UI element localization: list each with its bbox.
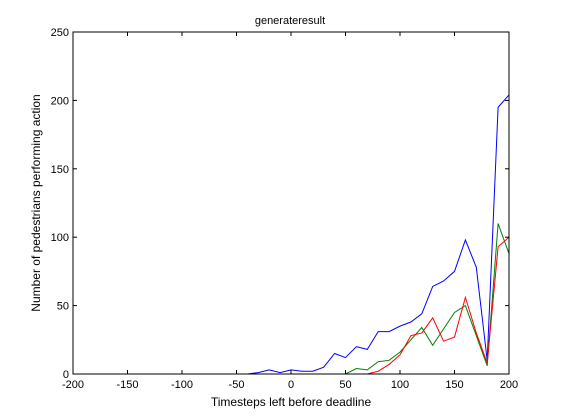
chart-title: generateresult bbox=[255, 15, 325, 27]
x-axis-title: Timesteps left before deadline bbox=[211, 395, 372, 409]
y-axis-title: Number of pedestrians performing action bbox=[29, 94, 43, 311]
x-tick-label: 150 bbox=[445, 379, 463, 391]
x-tick-label: 200 bbox=[500, 379, 518, 391]
series-line-1 bbox=[334, 223, 510, 375]
x-tick-label: -200 bbox=[62, 379, 84, 391]
y-tick-label: 100 bbox=[51, 232, 69, 244]
x-tick-label: 50 bbox=[339, 379, 351, 391]
x-tick-label: -50 bbox=[229, 379, 245, 391]
x-tick-label: -100 bbox=[171, 379, 193, 391]
y-tick-label: 200 bbox=[51, 95, 69, 107]
y-tick-label: 150 bbox=[51, 164, 69, 176]
series-line-2 bbox=[367, 236, 510, 375]
y-tick-label: 50 bbox=[57, 301, 69, 313]
y-tick-label: 0 bbox=[63, 369, 69, 381]
x-tick-label: 100 bbox=[391, 379, 409, 391]
x-tick-label: -150 bbox=[116, 379, 138, 391]
x-tick-label: 0 bbox=[288, 379, 294, 391]
ticks-layer: -200 -150 -100 -50 0 50 100 150 200 0 50 100 150 200 2… bbox=[51, 27, 519, 391]
y-tick-label: 250 bbox=[51, 27, 69, 39]
